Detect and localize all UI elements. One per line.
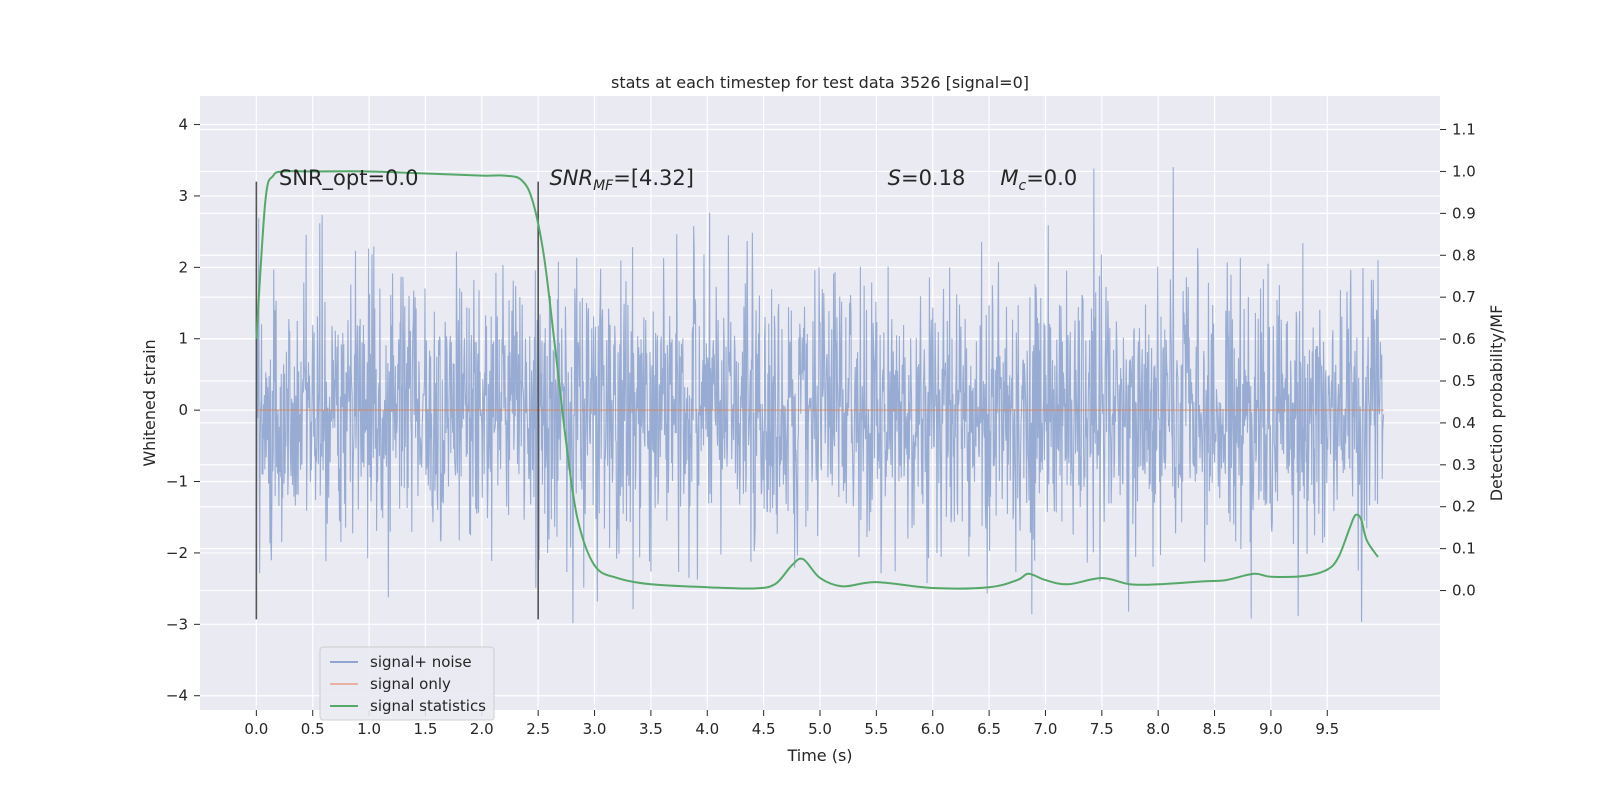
- x-tick-label: 6.0: [921, 720, 945, 738]
- annotation-mc: Mc=0.0: [1000, 166, 1077, 194]
- x-tick-label: 3.0: [583, 720, 607, 738]
- y2-tick-label: 0.4: [1452, 414, 1476, 432]
- x-tick-label: 5.0: [808, 720, 832, 738]
- annotation-s: S=0.18: [888, 166, 966, 190]
- y-tick-label: −2: [166, 544, 188, 562]
- x-tick-label: 2.0: [470, 720, 494, 738]
- y-tick-label: −4: [166, 687, 188, 705]
- annotations: SNR_opt=0.0 SNRMF=[4.32] S=0.18 Mc=0.0: [279, 166, 1077, 194]
- y-tick-label: 0: [178, 401, 188, 419]
- y2-tick-label: 0.3: [1452, 456, 1476, 474]
- y-tick-label: −3: [166, 615, 188, 633]
- annotation-snr-opt: SNR_opt=0.0: [279, 166, 419, 191]
- y-tick-label: 4: [178, 116, 188, 134]
- y2-tick-label: 0.9: [1452, 204, 1476, 222]
- chart-title: stats at each timestep for test data 352…: [611, 73, 1029, 92]
- x-tick-label: 9.5: [1315, 720, 1339, 738]
- x-tick-label: 4.0: [695, 720, 719, 738]
- x-tick-label: 5.5: [864, 720, 888, 738]
- x-tick-label: 7.0: [1034, 720, 1058, 738]
- legend-box: [319, 646, 495, 721]
- y-tick-label: −1: [166, 473, 188, 491]
- y2-tick-label: 1.1: [1452, 121, 1476, 139]
- noise-series: [255, 167, 1385, 624]
- y-axis-label: Whitened strain: [140, 339, 159, 466]
- x-tick-label: 8.0: [1146, 720, 1170, 738]
- legend-label-noise: signal+ noise: [370, 653, 472, 671]
- x-axis-label: Time (s): [786, 746, 852, 765]
- x-tick-label: 9.0: [1259, 720, 1283, 738]
- y2-tick-label: 0.0: [1452, 582, 1476, 600]
- legend-label-signal: signal only: [370, 675, 451, 693]
- y2-tick-label: 0.2: [1452, 498, 1476, 516]
- y2-tick-label: 0.5: [1452, 372, 1476, 390]
- y-ticks: 4 3 2 1 0 −1 −2 −3 −4: [166, 116, 200, 705]
- vertical-lines: [255, 181, 539, 620]
- x-ticks: 0.0 0.5 1.0 1.5 2.0 2.5 3.0 3.5 4.0 4.5 5.0 5.5 6.0 6…: [244, 710, 1339, 738]
- y-tick-label: 3: [178, 187, 188, 205]
- signal-statistics-series: [255, 170, 1379, 590]
- x-tick-label: 7.5: [1090, 720, 1114, 738]
- x-tick-label: 3.5: [639, 720, 663, 738]
- y-tick-label: 2: [178, 258, 188, 276]
- x-tick-label: 2.5: [526, 720, 550, 738]
- legend: signal+ noise signal only signal statist…: [319, 646, 495, 721]
- y2-tick-label: 0.6: [1452, 330, 1476, 348]
- y2-tick-label: 0.7: [1452, 288, 1476, 306]
- annotation-snr-mf: SNRMF=[4.32]: [549, 166, 694, 194]
- y2-tick-label: 0.1: [1452, 540, 1476, 558]
- statistics-curve: [255, 170, 1379, 590]
- y2-tick-label: 1.0: [1452, 162, 1476, 180]
- x-tick-label: 1.0: [357, 720, 381, 738]
- x-tick-label: 8.5: [1203, 720, 1227, 738]
- x-tick-label: 4.5: [752, 720, 776, 738]
- legend-label-stats: signal statistics: [370, 697, 486, 715]
- y-tick-label: 1: [178, 330, 188, 348]
- y2-axis-label: Detection probability/MF: [1487, 305, 1506, 502]
- y2-tick-label: 0.8: [1452, 246, 1476, 264]
- noise-trace: [255, 167, 1385, 624]
- x-tick-label: 6.5: [977, 720, 1001, 738]
- x-tick-label: 0.5: [301, 720, 325, 738]
- x-tick-label: 0.0: [244, 720, 268, 738]
- y2-ticks: 1.1 1.0 0.9 0.8 0.7 0.6 0.5 0.4 0.3 0.2 0.1 0.0: [1440, 121, 1476, 600]
- x-tick-label: 1.5: [414, 720, 438, 738]
